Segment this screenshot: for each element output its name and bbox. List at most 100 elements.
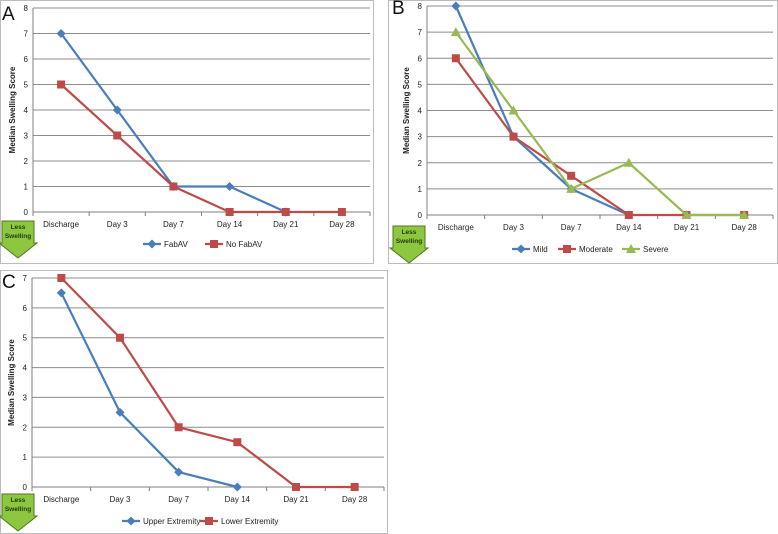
panel-b-less-swelling-label: Swelling	[396, 238, 422, 245]
panel-c-series-lower-extremity-point	[116, 333, 124, 342]
panel-b-series-severe-point	[739, 210, 750, 219]
panel-b-legend-severe-marker	[626, 244, 636, 253]
panel-a-series-no-fabav-point	[57, 80, 66, 89]
panel-b-x-tick-label: Day 14	[616, 223, 642, 232]
panel-c-series-lower-extremity-point	[350, 483, 359, 491]
panel-a-y-tick-label: 6	[24, 55, 29, 64]
panel-a-series-no-fabav-point	[281, 208, 290, 216]
panel-b-legend-moderate-marker	[563, 245, 571, 253]
panel-c-legend-lower-extremity-label: Lower Extremity	[221, 517, 278, 526]
panel-c-y-axis-title: Median Swelling Score	[7, 339, 16, 426]
panel-b-series-moderate-point	[509, 132, 518, 141]
panel-b-y-tick-label: 5	[418, 80, 423, 89]
panel-a-legend-fabav-label: FabAV	[164, 240, 189, 249]
panel-a-x-tick-label: Day 14	[217, 220, 243, 229]
panel-b-y-tick-label: 7	[418, 28, 423, 37]
panel-c-less-swelling-arrow-icon	[0, 493, 39, 532]
panel-b: B 0 1 2 3 4 5 6 7 8 Discharge Day 3 Day 7 Day 14 Day 2…	[388, 0, 778, 264]
panel-b-x-tick-label: Day 7	[561, 223, 582, 232]
panel-b-x-tick-label: Day 3	[503, 223, 524, 232]
panel-c-series-upper-extremity-point	[174, 467, 184, 477]
panel-b-series-moderate-point	[624, 211, 633, 219]
panel-b-series-severe-point	[566, 183, 577, 193]
panel-c-series-lower-extremity-point	[292, 483, 300, 491]
panel-b-letter: B	[392, 0, 405, 19]
panel-a-series-no-fabav-line	[60, 83, 342, 214]
panel-a-letter: A	[2, 4, 15, 25]
panel-c-series-upper-extremity-point	[232, 482, 242, 492]
panel-c-y-tick-label: 2	[23, 423, 28, 432]
panel-c-series-lower-extremity-point	[233, 438, 242, 447]
panel-a-y-tick-label: 8	[24, 4, 29, 13]
panel-a-series-fabav-point	[225, 182, 235, 191]
panel-b-y-tick-label: 6	[418, 54, 423, 63]
panel-c-legend-upper-extremity-marker	[126, 516, 136, 526]
panel-a-y-tick-label: 2	[24, 157, 29, 166]
panel-a-series-no-fabav-point	[225, 208, 234, 216]
panel-b-series-severe-point	[450, 27, 461, 37]
panel-a: A 0 1 2 3 4 5 6 7 8 Discharge Day 3 Day 7 Day 14 Day 2…	[0, 0, 374, 264]
panel-a-legend-no-fabav-marker	[210, 240, 218, 248]
panel-c-letter: C	[2, 272, 16, 293]
panel-a-legend-fabav-marker	[147, 239, 157, 249]
panel-a-legend-no-fabav-label: No FabAV	[226, 240, 263, 249]
panel-c-legend-upper-extremity-label: Upper Extremity	[143, 517, 200, 526]
panel-b-y-tick-label: 4	[418, 107, 423, 116]
panel-c-y-tick-label: 5	[23, 334, 28, 343]
panel-b-y-tick-label: 8	[418, 2, 423, 11]
panel-c-y-tick-label: 1	[23, 453, 28, 462]
panel-b-y-tick-label: 3	[418, 133, 423, 142]
panel-b-series-severe-point	[623, 157, 634, 167]
panel-b-y-tick-label: 2	[418, 159, 423, 168]
panel-b-less-swelling-arrow-icon	[388, 225, 430, 264]
panel-c-x-tick-label: Day 14	[225, 495, 251, 504]
panel-a-y-tick-label: 0	[24, 208, 29, 217]
panel-b-x-tick-label: Day 21	[674, 223, 700, 232]
panel-c-series-upper-extremity-line	[60, 292, 238, 489]
panel-c-y-tick-label: 6	[23, 304, 28, 313]
panel-b-legend-moderate-label: Moderate	[579, 245, 613, 254]
panel-a-x-tick-label: Day 3	[107, 220, 128, 229]
panel-b-x-tick-label: Day 28	[731, 223, 757, 232]
panel-a-series-fabav-point	[112, 105, 122, 115]
panel-a-x-tick-label: Discharge	[43, 220, 80, 229]
panel-c-x-tick-label: Discharge	[43, 495, 80, 504]
panel-b-series-moderate-point	[451, 54, 460, 63]
panel-a-y-axis-title: Median Swelling Score	[8, 66, 17, 153]
panel-c-less-swelling-label: Less	[11, 497, 26, 504]
panel-c-less-swelling-label: Swelling	[5, 506, 31, 513]
panel-a-series-no-fabav-point	[113, 131, 122, 140]
panel-a-y-tick-label: 1	[24, 183, 29, 192]
panel-a-less-swelling-arrow-icon	[0, 220, 39, 259]
panel-b-series-mild-point	[451, 1, 461, 11]
panel-a-y-tick-label: 5	[24, 81, 29, 90]
panel-b-series-severe-point	[508, 105, 519, 115]
panel-b-legend-severe-label: Severe	[643, 245, 669, 254]
panel-c-series-upper-extremity-point	[115, 407, 125, 417]
panel-a-y-tick-label: 4	[24, 106, 29, 115]
panel-a-series-no-fabav-point	[337, 208, 346, 216]
panel-c: C 0 1 2 3 4 5 6 7 Discharge Day 3 Day 7 Day 14 Day 21…	[0, 270, 388, 534]
panel-b-legend-mild-marker	[516, 244, 526, 254]
panel-a-frame	[0, 0, 374, 264]
panel-b-less-swelling-label: Less	[402, 229, 417, 236]
panel-c-series-lower-extremity-line	[60, 277, 355, 489]
panel-a-y-tick-label: 7	[24, 30, 29, 39]
panel-b-x-tick-label: Discharge	[438, 223, 475, 232]
panel-a-x-tick-label: Day 28	[329, 220, 355, 229]
panel-c-y-tick-label: 7	[23, 274, 28, 283]
panel-a-less-swelling-label: Swelling	[5, 233, 31, 240]
panel-c-y-tick-label: 0	[23, 483, 28, 492]
panel-b-y-tick-label: 1	[418, 185, 423, 194]
panel-c-legend-lower-extremity-marker	[205, 517, 213, 525]
panel-a-x-tick-label: Day 7	[163, 220, 184, 229]
panel-c-x-tick-label: Day 21	[283, 495, 309, 504]
panel-a-series-no-fabav-point	[169, 182, 178, 191]
panel-c-y-tick-label: 3	[23, 393, 28, 402]
panel-a-series-fabav-point	[56, 29, 66, 38]
panel-a-y-tick-label: 3	[24, 132, 29, 141]
panel-b-series-severe-line	[454, 31, 745, 217]
panel-a-less-swelling-label: Less	[11, 224, 26, 231]
panel-b-y-tick-label: 0	[418, 211, 423, 220]
